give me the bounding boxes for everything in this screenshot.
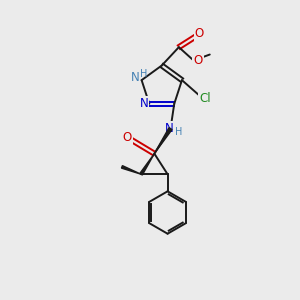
Text: N: N bbox=[131, 71, 140, 84]
Text: N: N bbox=[165, 122, 173, 135]
Text: O: O bbox=[122, 131, 132, 144]
Text: O: O bbox=[195, 27, 204, 40]
Polygon shape bbox=[140, 154, 154, 175]
Text: H: H bbox=[140, 69, 147, 79]
Text: N: N bbox=[140, 97, 148, 110]
Text: O: O bbox=[194, 54, 202, 67]
Text: H: H bbox=[175, 127, 182, 137]
Polygon shape bbox=[154, 128, 172, 154]
Polygon shape bbox=[122, 166, 141, 174]
Text: Cl: Cl bbox=[199, 92, 211, 105]
